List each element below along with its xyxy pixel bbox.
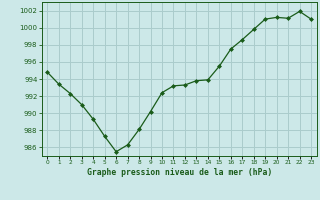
X-axis label: Graphe pression niveau de la mer (hPa): Graphe pression niveau de la mer (hPa): [87, 168, 272, 177]
